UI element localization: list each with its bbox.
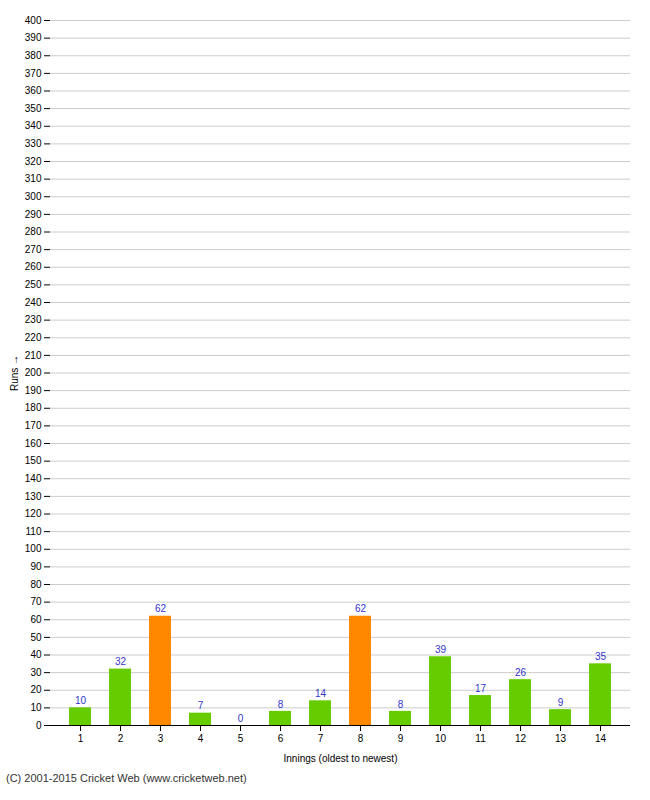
- svg-text:380: 380: [25, 50, 42, 61]
- svg-text:32: 32: [115, 656, 127, 667]
- svg-text:160: 160: [25, 438, 42, 449]
- svg-text:180: 180: [25, 402, 42, 413]
- svg-text:230: 230: [25, 314, 42, 325]
- svg-text:130: 130: [25, 491, 42, 502]
- svg-text:210: 210: [25, 350, 42, 361]
- svg-text:13: 13: [555, 733, 567, 744]
- svg-text:0: 0: [238, 713, 244, 724]
- svg-text:280: 280: [25, 226, 42, 237]
- svg-text:10: 10: [30, 702, 42, 713]
- svg-text:5: 5: [238, 733, 244, 744]
- svg-text:350: 350: [25, 103, 42, 114]
- svg-text:250: 250: [25, 279, 42, 290]
- svg-text:12: 12: [515, 733, 527, 744]
- svg-text:9: 9: [558, 697, 564, 708]
- svg-text:40: 40: [30, 649, 42, 660]
- svg-text:70: 70: [30, 596, 42, 607]
- svg-text:260: 260: [25, 261, 42, 272]
- svg-text:370: 370: [25, 68, 42, 79]
- svg-text:390: 390: [25, 32, 42, 43]
- svg-text:8: 8: [278, 699, 284, 710]
- svg-text:190: 190: [25, 385, 42, 396]
- svg-text:310: 310: [25, 173, 42, 184]
- svg-text:90: 90: [30, 561, 42, 572]
- svg-text:290: 290: [25, 209, 42, 220]
- svg-text:8: 8: [358, 733, 364, 744]
- html-text:(C) 2001-2015 Cricket Web (www: (C) 2001-2015 Cricket Web (www.cricketwe…: [6, 772, 247, 784]
- svg-text:4: 4: [198, 733, 204, 744]
- svg-text:320: 320: [25, 156, 42, 167]
- svg-text:0: 0: [36, 720, 42, 731]
- svg-text:7: 7: [318, 733, 324, 744]
- svg-text:14: 14: [315, 688, 327, 699]
- svg-text:50: 50: [30, 632, 42, 643]
- svg-text:30: 30: [30, 667, 42, 678]
- svg-text:62: 62: [155, 603, 167, 614]
- svg-text:140: 140: [25, 473, 42, 484]
- svg-text:170: 170: [25, 420, 42, 431]
- svg-text:360: 360: [25, 85, 42, 96]
- svg-text:10: 10: [435, 733, 447, 744]
- svg-text:20: 20: [30, 684, 42, 695]
- svg-text:200: 200: [25, 367, 42, 378]
- svg-text:17: 17: [475, 683, 487, 694]
- svg-text:150: 150: [25, 455, 42, 466]
- svg-text:62: 62: [355, 603, 367, 614]
- svg-text:100: 100: [25, 543, 42, 554]
- svg-text:Runs →: Runs →: [9, 355, 20, 391]
- svg-text:80: 80: [30, 579, 42, 590]
- svg-text:14: 14: [595, 733, 607, 744]
- svg-text:26: 26: [515, 667, 527, 678]
- svg-text:400: 400: [25, 15, 42, 26]
- svg-text:9: 9: [398, 733, 404, 744]
- svg-text:1: 1: [78, 733, 84, 744]
- svg-text:Innings (oldest to newest): Innings (oldest to newest): [284, 753, 398, 764]
- svg-text:330: 330: [25, 138, 42, 149]
- svg-text:2: 2: [118, 733, 124, 744]
- svg-text:39: 39: [435, 644, 447, 655]
- svg-text:60: 60: [30, 614, 42, 625]
- svg-text:240: 240: [25, 297, 42, 308]
- svg-text:110: 110: [26, 526, 42, 537]
- svg-text:8: 8: [398, 699, 404, 710]
- svg-text:11: 11: [475, 733, 486, 744]
- svg-text:340: 340: [25, 120, 42, 131]
- svg-text:3: 3: [158, 733, 164, 744]
- svg-text:10: 10: [75, 695, 87, 706]
- svg-text:120: 120: [25, 508, 42, 519]
- svg-text:7: 7: [198, 700, 204, 711]
- svg-text:6: 6: [278, 733, 284, 744]
- svg-text:220: 220: [25, 332, 42, 343]
- svg-text:300: 300: [25, 191, 42, 202]
- svg-text:35: 35: [595, 651, 607, 662]
- svg-text:270: 270: [25, 244, 42, 255]
